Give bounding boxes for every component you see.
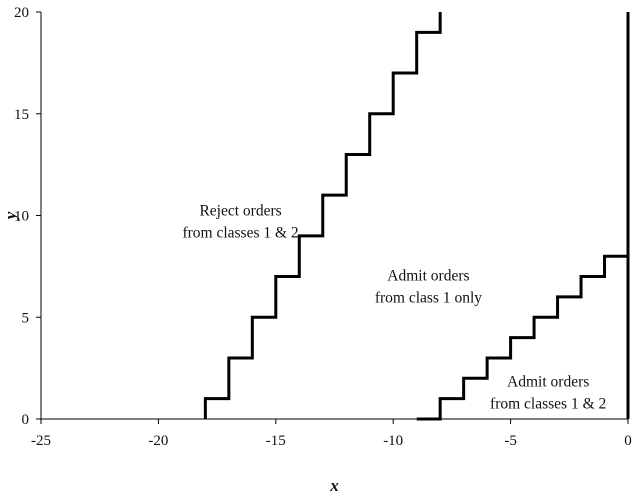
x-tick-label: -10	[383, 433, 403, 449]
x-tick-label: -15	[266, 433, 286, 449]
region-label-line: from classes 1 & 2	[490, 395, 606, 412]
x-tick-label: -20	[148, 433, 168, 449]
y-tick-label: 10	[14, 209, 29, 225]
region-label-2: Admit orders from class 1 only	[375, 268, 482, 307]
region-label-line: from class 1 only	[375, 290, 482, 307]
region-label-line: from classes 1 & 2	[182, 225, 298, 242]
y-tick-label: 5	[22, 310, 30, 326]
region-label-3: Admit orders from classes 1 & 2	[490, 373, 606, 412]
plot-background	[41, 12, 628, 419]
region-label-line: Admit orders	[507, 373, 589, 390]
x-tick-label: -5	[504, 433, 517, 449]
y-tick-label: 20	[14, 5, 29, 21]
y-axis-title: y	[1, 211, 20, 221]
step-line-2	[416, 254, 628, 421]
x-tick-label: 0	[624, 433, 632, 449]
step-line-1	[203, 12, 442, 419]
y-tick-label: 0	[22, 412, 30, 428]
region-label-line: Reject orders	[199, 203, 281, 220]
y-tick-label: 15	[14, 107, 29, 123]
x-axis-title: x	[329, 476, 339, 495]
region-label-1: Reject orders from classes 1 & 2	[182, 203, 298, 242]
axes: -25 -20 -15 -10 -5 0 0 5 10 15 20	[14, 5, 632, 449]
plot-area	[41, 12, 628, 419]
x-tick-label: -25	[31, 433, 51, 449]
series-layer	[203, 12, 628, 421]
region-label-line: Admit orders	[387, 268, 469, 285]
